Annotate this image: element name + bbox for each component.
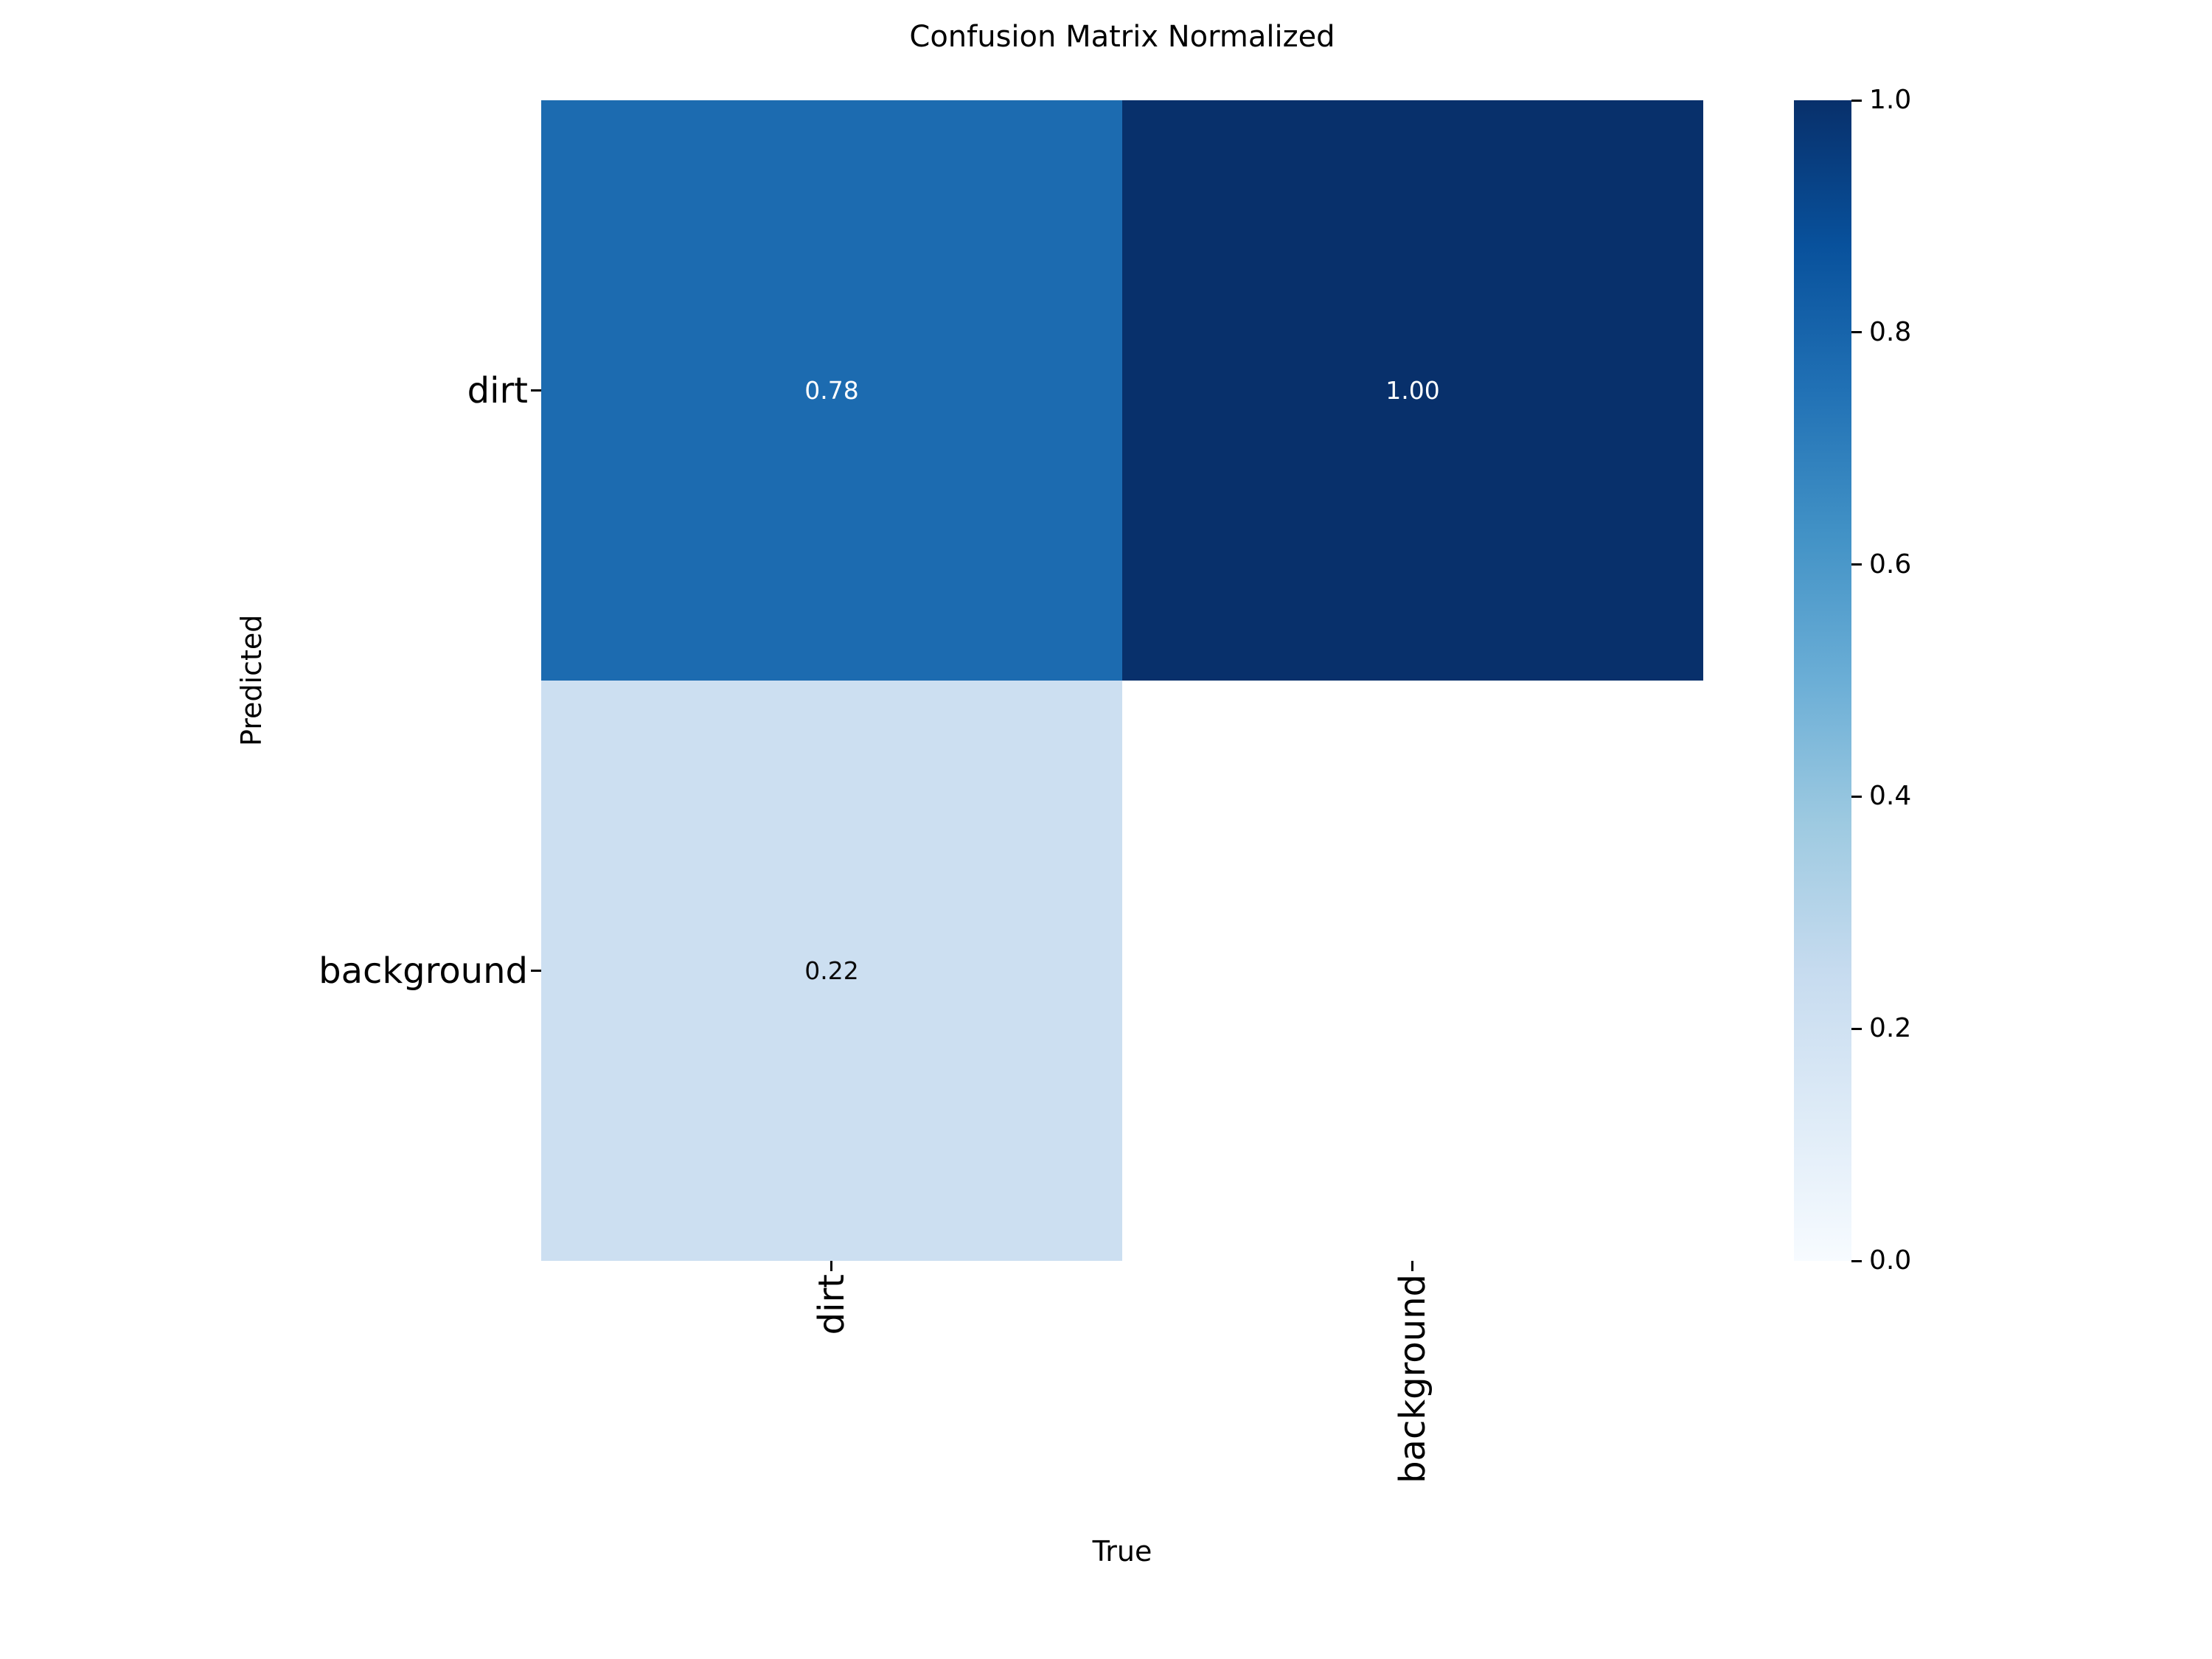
colorbar-tick: 0.4 [1851, 780, 1911, 813]
y-axis-label: Predicted [235, 614, 268, 747]
colorbar-tick: 0.6 [1851, 549, 1911, 581]
colorbar-tick-mark [1851, 795, 1862, 798]
colorbar-tick: 0.2 [1851, 1012, 1911, 1045]
colorbar-tick: 0.0 [1851, 1245, 1911, 1277]
heatmap: 0.78 1.00 0.22 [541, 100, 1703, 1261]
colorbar-tick-label: 0.4 [1869, 781, 1912, 812]
colorbar-ticks: 1.0 0.8 0.6 0.4 0.2 0.0 [1851, 85, 1984, 1276]
chart-title: Confusion Matrix Normalized [909, 20, 1335, 54]
colorbar-tick-mark [1851, 99, 1862, 102]
colorbar-tick-mark [1851, 331, 1862, 334]
colorbar-tick: 0.8 [1851, 316, 1911, 349]
x-axis-tick [1411, 1261, 1413, 1271]
colorbar-gradient [1794, 100, 1851, 1261]
colorbar-tick-mark [1851, 563, 1862, 566]
heatmap-cell-pred-dirt-true-background: 1.00 [1122, 100, 1703, 681]
y-axis-tick [531, 970, 541, 972]
y-tick-label-dirt: dirt [467, 370, 528, 411]
x-axis-tick [830, 1261, 832, 1271]
y-tick-label-background: background [319, 950, 528, 992]
heatmap-cell-pred-dirt-true-dirt: 0.78 [541, 100, 1122, 681]
colorbar-tick-label: 0.8 [1869, 316, 1912, 347]
colorbar-tick-mark [1851, 1259, 1862, 1262]
colorbar-tick-label: 0.6 [1869, 549, 1912, 580]
colorbar-tick-label: 1.0 [1869, 85, 1912, 115]
y-axis-tick [531, 389, 541, 392]
x-tick-label-dirt: dirt [811, 1274, 852, 1335]
heatmap-cell-pred-background-true-background [1122, 681, 1703, 1261]
colorbar-tick: 1.0 [1851, 84, 1911, 116]
colorbar-tick-label: 0.0 [1869, 1245, 1912, 1276]
colorbar [1794, 100, 1851, 1261]
colorbar-tick-mark [1851, 1027, 1862, 1030]
colorbar-tick-label: 0.2 [1869, 1013, 1912, 1044]
x-tick-label-background: background [1392, 1274, 1433, 1484]
heatmap-cell-pred-background-true-dirt: 0.22 [541, 681, 1122, 1261]
x-axis-label: True [1092, 1535, 1152, 1568]
